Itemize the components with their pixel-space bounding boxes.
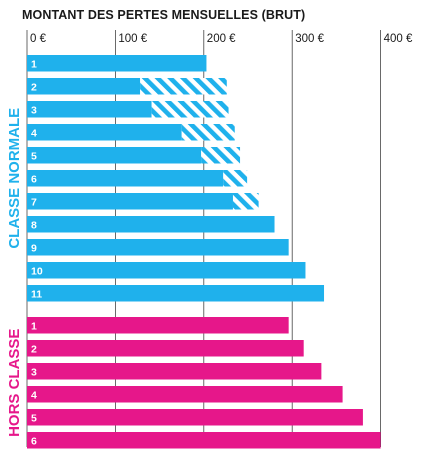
x-tick-label: 400 €	[384, 33, 413, 45]
group-label-classe-normale: CLASSE NORMALE	[6, 108, 23, 249]
normal-bar-4	[27, 124, 182, 141]
chart-title: MONTANT DES PERTES MENSUELLES (BRUT)	[22, 8, 306, 22]
bar-label: 2	[31, 82, 37, 94]
normal-bar-hatched-7	[232, 193, 259, 210]
hors-bar-5	[27, 409, 363, 426]
bar-label: 9	[31, 243, 37, 255]
normal-bar-hatched-5	[201, 147, 241, 164]
bar-label: 5	[31, 413, 37, 425]
bar-label: 6	[31, 174, 37, 186]
bar-label: 4	[31, 128, 37, 140]
group-label-hors-classe: HORS CLASSE	[6, 329, 23, 437]
bar-label: 6	[31, 436, 37, 448]
bar-label: 4	[31, 390, 37, 402]
x-tick-label: 0 €	[30, 33, 47, 45]
normal-bar-8	[27, 216, 275, 233]
bar-label: 10	[31, 266, 43, 278]
normal-bar-hatched-4	[181, 124, 235, 141]
normal-bar-9	[27, 239, 289, 256]
bar-label: 2	[31, 344, 37, 356]
x-tick-label: 200 €	[207, 33, 236, 45]
x-tick-label: 300 €	[295, 33, 324, 45]
bar-label: 3	[31, 367, 37, 379]
hors-bar-3	[27, 363, 322, 380]
normal-bar-6	[27, 170, 224, 187]
bar-label: 7	[31, 197, 37, 209]
normal-bar-1	[27, 55, 207, 72]
bar-label: 1	[31, 59, 37, 71]
normal-bar-11	[27, 285, 325, 302]
x-tick-label: 100 €	[118, 33, 147, 45]
hors-bar-4	[27, 386, 343, 403]
bar-label: 3	[31, 105, 37, 117]
normal-bar-hatched-6	[223, 170, 248, 187]
hors-bar-2	[27, 340, 304, 357]
bar-label: 11	[31, 289, 42, 301]
normal-bar-hatched-3	[151, 101, 229, 118]
bar-label: 8	[31, 220, 37, 232]
normal-bar-5	[27, 147, 202, 164]
normal-bar-2	[27, 78, 141, 95]
normal-bar-hatched-2	[140, 78, 227, 95]
hors-bar-6	[27, 432, 381, 449]
bar-label: 5	[31, 151, 37, 163]
hors-bar-1	[27, 317, 289, 334]
normal-bar-10	[27, 262, 306, 279]
normal-bar-7	[27, 193, 233, 210]
normal-bar-3	[27, 101, 152, 118]
bar-label: 1	[31, 321, 37, 333]
